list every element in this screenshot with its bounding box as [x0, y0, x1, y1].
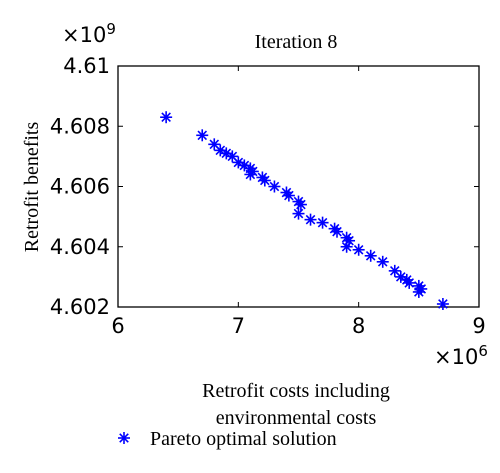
- data-points: [160, 111, 449, 310]
- data-point: [316, 216, 329, 229]
- data-point: [340, 240, 353, 253]
- data-point: [304, 213, 317, 226]
- y-tick-label: 4.606: [50, 175, 110, 199]
- x-tick-label: 9: [472, 314, 485, 338]
- x-multiplier: ×106: [434, 342, 488, 369]
- data-point: [412, 285, 425, 298]
- y-tick-label: 4.608: [50, 114, 110, 138]
- y-axis-label: Retrofit benefits: [21, 122, 43, 253]
- data-point: [282, 189, 295, 202]
- data-point: [352, 243, 365, 256]
- data-point: [394, 270, 407, 283]
- data-point: [331, 225, 344, 238]
- y-ticks: 4.602 4.604 4.606 4.608 4.61: [50, 54, 479, 319]
- data-point: [292, 207, 305, 220]
- chart-title: Iteration 8: [255, 31, 338, 53]
- legend: Pareto optimal solution: [118, 428, 337, 450]
- x-axis-label-line1: Retrofit costs including: [202, 380, 390, 402]
- data-point: [160, 111, 173, 124]
- legend-marker-shape: [118, 432, 130, 444]
- x-tick-label: 8: [352, 314, 365, 338]
- data-point: [436, 297, 449, 310]
- legend-asterisk-icon: [118, 432, 130, 444]
- x-tick-label: 7: [232, 314, 245, 338]
- data-point: [268, 180, 281, 193]
- plot-frame: [117, 65, 480, 308]
- data-point: [403, 276, 416, 289]
- x-axis-label-line2: environmental costs: [216, 407, 377, 429]
- data-point: [196, 129, 209, 142]
- data-point: [246, 165, 259, 178]
- data-point: [376, 255, 389, 268]
- y-tick-label: 4.61: [63, 54, 110, 78]
- y-tick-label: 4.604: [50, 235, 110, 259]
- data-point: [294, 198, 307, 211]
- data-point: [258, 174, 271, 187]
- x-tick-label: 6: [111, 314, 124, 338]
- x-ticks: 6 7 8 9: [111, 66, 486, 338]
- y-multiplier: ×109: [62, 20, 116, 47]
- data-point: [364, 249, 377, 262]
- y-tick-label: 4.602: [50, 295, 110, 319]
- legend-label: Pareto optimal solution: [150, 428, 337, 450]
